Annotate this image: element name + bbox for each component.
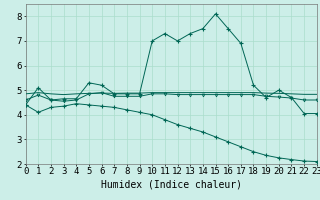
X-axis label: Humidex (Indice chaleur): Humidex (Indice chaleur) xyxy=(101,179,242,189)
